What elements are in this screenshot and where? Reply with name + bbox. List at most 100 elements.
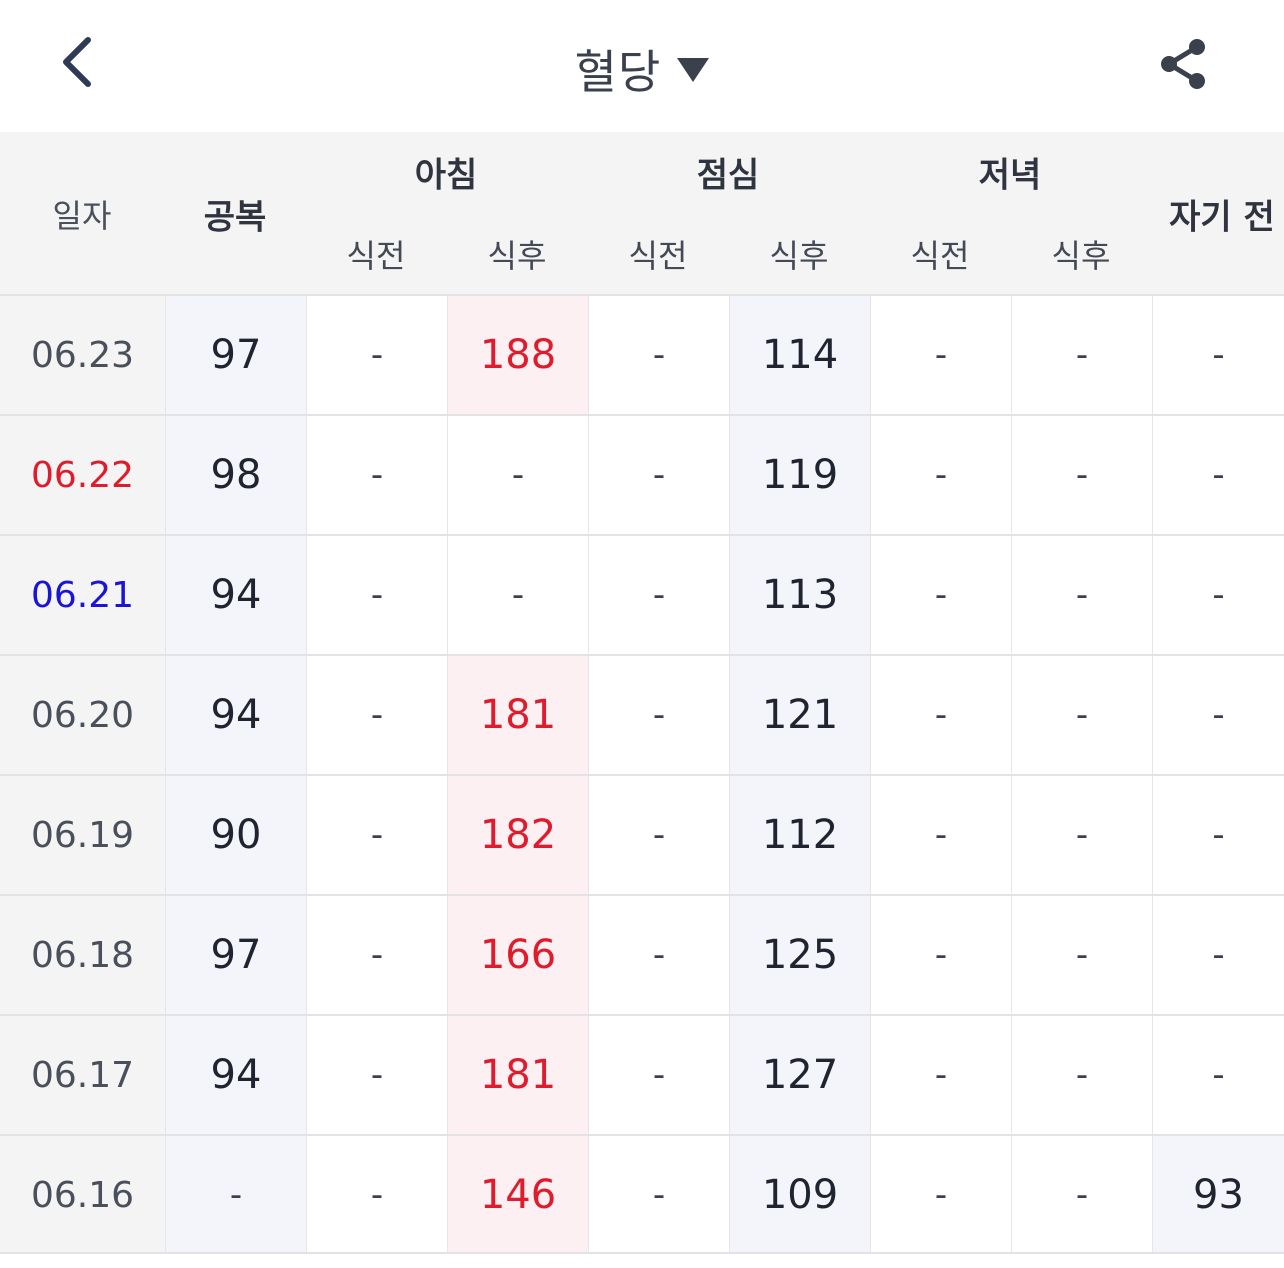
fasting-cell[interactable]: 97 xyxy=(165,896,306,1014)
l-before-cell[interactable]: - xyxy=(588,1136,729,1254)
title-dropdown[interactable]: 혈당 xyxy=(575,36,710,102)
d-after-cell[interactable]: - xyxy=(1011,1016,1152,1134)
l-after-cell[interactable]: 114 xyxy=(729,296,870,414)
header-morning-after: 식후 xyxy=(487,237,547,275)
m-after-cell[interactable]: 182 xyxy=(447,776,588,894)
date-cell: 06.20 xyxy=(0,656,165,774)
m-before-cell[interactable]: - xyxy=(306,536,447,654)
m-before-cell[interactable]: - xyxy=(306,656,447,774)
l-after-cell[interactable]: 125 xyxy=(729,896,870,1014)
bed-cell[interactable]: 93 xyxy=(1152,1136,1284,1254)
d-after-cell[interactable]: - xyxy=(1011,776,1152,894)
fasting-cell[interactable]: 98 xyxy=(165,416,306,534)
m-after-cell[interactable]: - xyxy=(447,416,588,534)
l-after-cell[interactable]: 113 xyxy=(729,536,870,654)
share-button[interactable] xyxy=(1154,34,1214,94)
blood-sugar-table: 일자 공복 아침 점심 저녁 자기 전 식전 식후 식전 식후 식전 식후 06… xyxy=(0,132,1284,1254)
header-morning-before: 식전 xyxy=(346,237,406,275)
back-button[interactable] xyxy=(44,30,108,94)
d-before-cell[interactable]: - xyxy=(870,1016,1011,1134)
date-cell: 06.19 xyxy=(0,776,165,894)
l-before-cell[interactable]: - xyxy=(588,296,729,414)
l-before-cell[interactable]: - xyxy=(588,656,729,774)
bed-cell[interactable]: - xyxy=(1152,416,1284,534)
header-bedtime: 자기 전 xyxy=(1169,197,1275,238)
fasting-cell[interactable]: 94 xyxy=(165,1016,306,1134)
m-before-cell[interactable]: - xyxy=(306,296,447,414)
bed-cell[interactable]: - xyxy=(1152,536,1284,654)
d-before-cell[interactable]: - xyxy=(870,656,1011,774)
bed-cell[interactable]: - xyxy=(1152,656,1284,774)
m-before-cell[interactable]: - xyxy=(306,896,447,1014)
d-after-cell[interactable]: - xyxy=(1011,656,1152,774)
m-before-cell[interactable]: - xyxy=(306,1016,447,1134)
table-row[interactable]: 06.16- -146-109- -93 xyxy=(0,1134,1284,1254)
l-before-cell[interactable]: - xyxy=(588,896,729,1014)
share-icon xyxy=(1161,39,1205,89)
l-after-cell[interactable]: 119 xyxy=(729,416,870,534)
d-after-cell[interactable]: - xyxy=(1011,296,1152,414)
fasting-cell[interactable]: - xyxy=(165,1136,306,1254)
header-dinner-after: 식후 xyxy=(1051,237,1111,275)
m-after-cell[interactable]: 166 xyxy=(447,896,588,1014)
l-after-cell[interactable]: 109 xyxy=(729,1136,870,1254)
header-dinner-before: 식전 xyxy=(910,237,970,275)
l-before-cell[interactable]: - xyxy=(588,536,729,654)
l-after-cell[interactable]: 127 xyxy=(729,1016,870,1134)
date-cell: 06.17 xyxy=(0,1016,165,1134)
m-after-cell[interactable]: 181 xyxy=(447,1016,588,1134)
m-after-cell[interactable]: 188 xyxy=(447,296,588,414)
table-row[interactable]: 06.20 94-181-121- - - xyxy=(0,654,1284,774)
d-before-cell[interactable]: - xyxy=(870,536,1011,654)
fasting-cell[interactable]: 97 xyxy=(165,296,306,414)
d-after-cell[interactable]: - xyxy=(1011,1136,1152,1254)
table-row[interactable]: 06.18 97-166-125- - - xyxy=(0,894,1284,1014)
d-after-cell[interactable]: - xyxy=(1011,536,1152,654)
m-after-cell[interactable]: 181 xyxy=(447,656,588,774)
l-after-cell[interactable]: 112 xyxy=(729,776,870,894)
table-row[interactable]: 06.23 97-188-114- - - xyxy=(0,294,1284,414)
date-cell: 06.18 xyxy=(0,896,165,1014)
date-cell: 06.22 xyxy=(0,416,165,534)
fasting-cell[interactable]: 90 xyxy=(165,776,306,894)
fasting-cell[interactable]: 94 xyxy=(165,656,306,774)
table-row[interactable]: 06.22 98- - -119- - - xyxy=(0,414,1284,534)
d-after-cell[interactable]: - xyxy=(1011,896,1152,1014)
d-before-cell[interactable]: - xyxy=(870,416,1011,534)
date-cell: 06.21 xyxy=(0,536,165,654)
page-title: 혈당 xyxy=(574,45,662,99)
d-before-cell[interactable]: - xyxy=(870,896,1011,1014)
next-row-peek xyxy=(0,1252,1284,1268)
bed-cell[interactable]: - xyxy=(1152,1016,1284,1134)
m-after-cell[interactable]: - xyxy=(447,536,588,654)
l-before-cell[interactable]: - xyxy=(588,776,729,894)
m-before-cell[interactable]: - xyxy=(306,1136,447,1254)
table-row[interactable]: 06.17 94-181-127- - - xyxy=(0,1014,1284,1134)
d-before-cell[interactable]: - xyxy=(870,296,1011,414)
fasting-cell[interactable]: 94 xyxy=(165,536,306,654)
chevron-left-icon xyxy=(63,37,91,87)
l-before-cell[interactable]: - xyxy=(588,416,729,534)
top-bar: 혈당 xyxy=(0,0,1284,132)
l-before-cell[interactable]: - xyxy=(588,1016,729,1134)
d-after-cell[interactable]: - xyxy=(1011,416,1152,534)
m-after-cell[interactable]: 146 xyxy=(447,1136,588,1254)
d-before-cell[interactable]: - xyxy=(870,776,1011,894)
bed-cell[interactable]: - xyxy=(1152,296,1284,414)
header-date: 일자 xyxy=(52,197,112,235)
d-before-cell[interactable]: - xyxy=(870,1136,1011,1254)
header-dinner: 저녁 xyxy=(978,155,1042,196)
bed-cell[interactable]: - xyxy=(1152,896,1284,1014)
table-row[interactable]: 06.21 94- - -113- - - xyxy=(0,534,1284,654)
caret-down-icon xyxy=(677,58,710,82)
m-before-cell[interactable]: - xyxy=(306,776,447,894)
header-lunch: 점심 xyxy=(696,155,760,196)
l-after-cell[interactable]: 121 xyxy=(729,656,870,774)
header-lunch-after: 식후 xyxy=(769,237,829,275)
bed-cell[interactable]: - xyxy=(1152,776,1284,894)
date-cell: 06.23 xyxy=(0,296,165,414)
m-before-cell[interactable]: - xyxy=(306,416,447,534)
header-morning: 아침 xyxy=(414,155,478,196)
table-body: 06.23 97-188-114- - -06.22 98- - -119- - -06.21 9… xyxy=(0,294,1284,1254)
table-row[interactable]: 06.19 90-182-112- - - xyxy=(0,774,1284,894)
